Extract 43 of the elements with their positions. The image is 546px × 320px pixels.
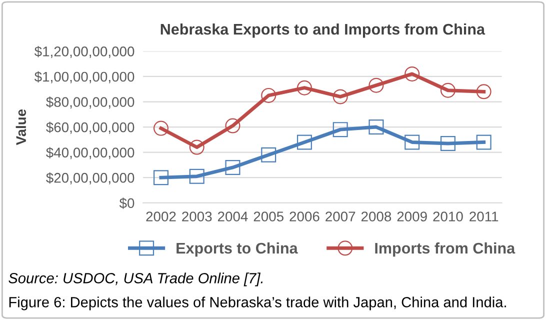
legend-label: Exports to China <box>176 242 298 257</box>
point <box>404 66 420 82</box>
y-tick-label: $20,00,00,000 <box>46 172 134 184</box>
x-tick-label: 2010 <box>433 212 463 222</box>
point <box>368 120 384 135</box>
point <box>153 120 168 136</box>
x-tick-label: 2002 <box>146 212 176 222</box>
point <box>476 84 492 100</box>
legend-label: Imports from China <box>375 242 516 257</box>
point <box>261 88 276 103</box>
x-tick-label: 2005 <box>254 212 284 222</box>
point <box>332 122 348 138</box>
x-tick-label: 2009 <box>397 212 427 222</box>
point <box>476 134 492 150</box>
point <box>225 118 240 134</box>
x-tick-label: 2003 <box>182 212 212 222</box>
point <box>440 136 456 151</box>
point <box>296 134 312 150</box>
chart-title: Nebraska Exports to and Imports from China <box>160 23 486 38</box>
y-tick-label: $1,00,00,00,000 <box>34 71 134 84</box>
point <box>189 140 204 155</box>
point <box>225 160 240 175</box>
y-axis-title: Value <box>16 109 26 146</box>
y-tick-label: $60,00,00,000 <box>46 122 134 134</box>
caption: Figure 6: Depicts the values of Nebraska’s trade with Japan, China and India. <box>9 296 506 310</box>
y-tick-label: $0 <box>119 198 134 209</box>
x-tick-label: 2007 <box>326 212 356 222</box>
y-tick-label: $1,20,00,00,000 <box>34 46 134 58</box>
source-note: Source: USDOC, USA Trade Online [7]. <box>8 272 263 286</box>
point <box>440 82 456 98</box>
y-tick-label: $80,00,00,000 <box>46 96 134 109</box>
x-tick-label: 2011 <box>470 212 498 222</box>
x-tick-label: 2008 <box>361 212 392 222</box>
point <box>261 147 276 162</box>
x-tick-label: 2006 <box>290 212 320 222</box>
y-tick-label: $40,00,00,000 <box>46 147 134 160</box>
point <box>368 78 384 93</box>
point <box>189 168 204 184</box>
x-tick-label: 2004 <box>218 212 248 222</box>
point <box>153 170 168 186</box>
point <box>332 89 348 104</box>
point <box>404 134 420 150</box>
point <box>296 80 312 96</box>
